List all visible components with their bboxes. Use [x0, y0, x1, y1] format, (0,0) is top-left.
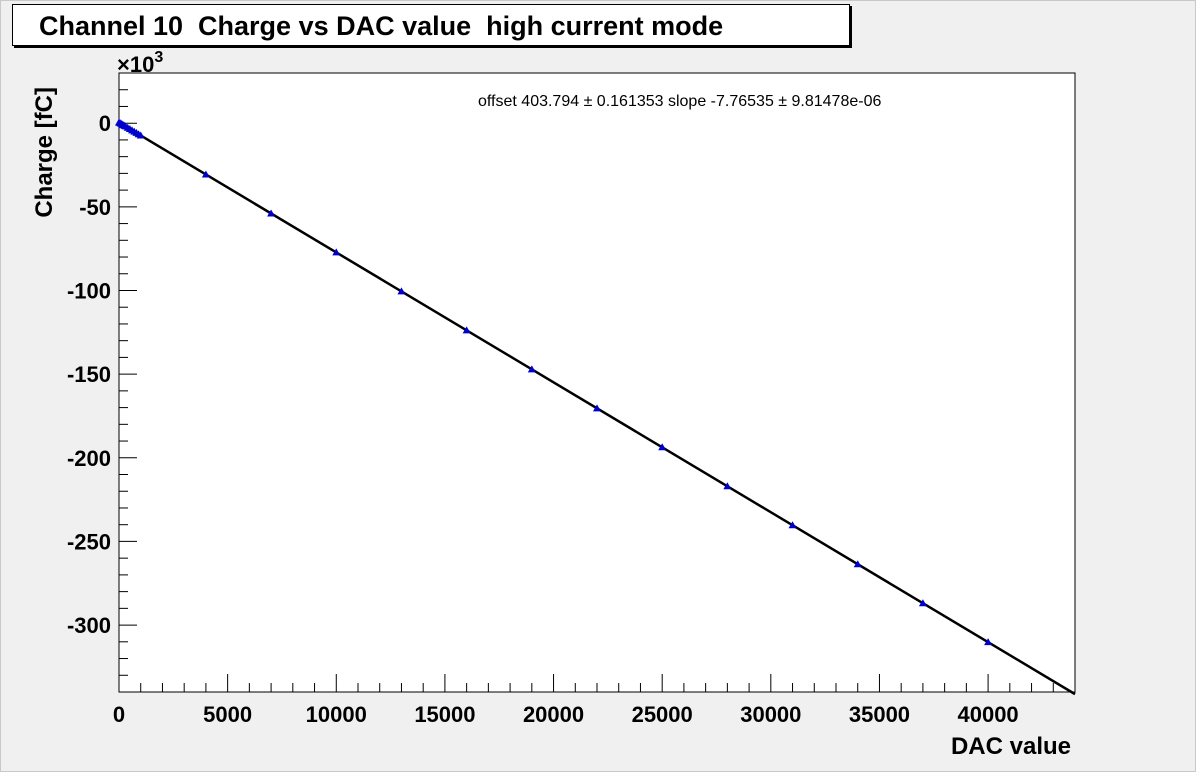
x-tick-label: 5000 — [203, 702, 252, 727]
plot-area — [118, 72, 1076, 693]
y-multiplier-exponent: 3 — [154, 49, 163, 66]
x-tick-label: 15000 — [414, 702, 475, 727]
data-point — [984, 638, 993, 646]
y-axis-multiplier: ×103 — [117, 49, 163, 77]
x-tick-label: 20000 — [523, 702, 584, 727]
x-tick-label: 30000 — [740, 702, 801, 727]
data-point — [462, 326, 471, 334]
data-point — [332, 248, 341, 256]
data-point — [527, 365, 536, 373]
data-point — [267, 209, 276, 217]
y-tick-label: -250 — [67, 529, 111, 554]
data-point — [658, 443, 667, 451]
data-point — [853, 560, 862, 568]
x-tick-label: 10000 — [306, 702, 367, 727]
data-point — [397, 287, 406, 295]
y-tick-label: -50 — [79, 195, 111, 220]
data-point — [593, 404, 601, 412]
y-tick-label: 0 — [99, 111, 111, 136]
data-point — [136, 131, 145, 139]
y-tick-label: -300 — [67, 613, 111, 638]
tick-labels: 0 5000 10000 15000 20000 25000 30000 35000 40000… — [67, 111, 1019, 727]
data-point — [918, 599, 927, 607]
y-tick-label: -150 — [67, 362, 111, 387]
chart-title: Channel 10 Charge vs DAC value high curr… — [39, 11, 724, 41]
data-point — [201, 170, 210, 178]
x-tick-label: 0 — [113, 702, 125, 727]
y-multiplier-base: ×10 — [117, 52, 154, 77]
data-point — [723, 482, 732, 490]
y-tick-label: -100 — [67, 278, 111, 303]
fit-result-text: offset 403.794 ± 0.161353 slope -7.76535… — [478, 93, 881, 110]
x-tick-label: 40000 — [957, 702, 1018, 727]
data-points — [115, 118, 993, 646]
x-tick-label: 25000 — [632, 702, 693, 727]
x-axis-label: DAC value — [951, 733, 1071, 760]
y-axis-label: Charge [fC] — [31, 87, 58, 218]
y-tick-label: -200 — [67, 446, 111, 471]
chart-title-box: Channel 10 Charge vs DAC value high curr… — [12, 4, 850, 46]
x-tick-label: 35000 — [849, 702, 910, 727]
data-point — [788, 521, 797, 529]
